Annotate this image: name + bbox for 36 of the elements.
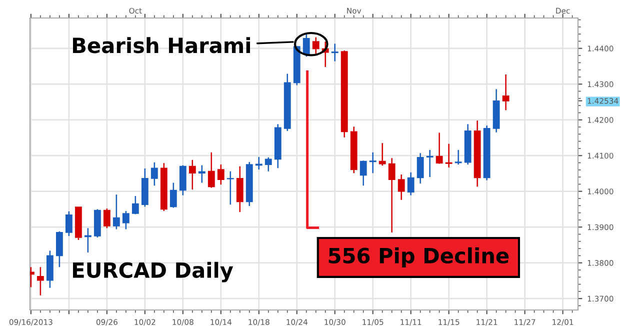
candlestick [416, 152, 424, 184]
candlestick [398, 174, 405, 201]
candlestick [122, 210, 130, 230]
candlestick [502, 74, 510, 111]
annotation: Bearish Harami [73, 37, 250, 54]
candlestick [170, 182, 177, 208]
candlestick [407, 172, 414, 196]
candlestick [112, 194, 120, 230]
candlestick [103, 208, 110, 229]
candlestick [188, 159, 196, 190]
candlestick [436, 132, 443, 164]
candlestick [331, 43, 338, 62]
candlestick [445, 143, 452, 168]
candlestick [302, 33, 310, 58]
candlestick [208, 152, 215, 188]
candlestick [84, 228, 92, 254]
candlestick [454, 149, 462, 166]
candlestick [65, 210, 72, 237]
candlestick [369, 152, 376, 174]
candlestick [360, 160, 367, 186]
candlestick [236, 166, 244, 213]
candlestick [36, 266, 44, 296]
candlestick [264, 156, 272, 172]
candlestick [56, 230, 63, 268]
annotation: 556 Pip Decline [328, 247, 509, 268]
candlestick [426, 149, 434, 178]
candlestick [226, 170, 234, 206]
candlestick [388, 157, 396, 234]
candlestick [217, 164, 224, 186]
candlestick [179, 164, 186, 196]
candlestick [198, 164, 206, 184]
candlestick [312, 36, 320, 54]
candlestick [378, 142, 386, 166]
candlestick [150, 162, 158, 186]
annotation: EURCAD Daily [73, 262, 234, 282]
candlestick [132, 195, 139, 215]
